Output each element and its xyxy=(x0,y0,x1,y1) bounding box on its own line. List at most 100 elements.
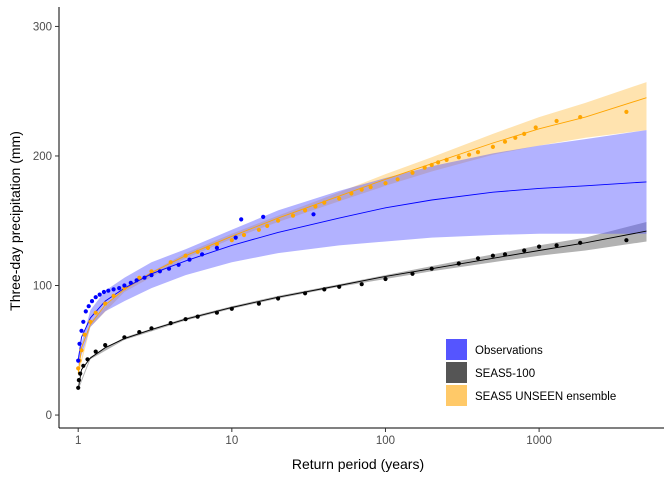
seas5-unseen-ensemble-point xyxy=(303,208,308,213)
seas5-100-point xyxy=(122,335,127,340)
observations-fit-line xyxy=(77,181,647,361)
seas5-unseen-ensemble-point xyxy=(229,238,234,243)
seas5-unseen-ensemble-point xyxy=(395,177,400,182)
seas5-100-point xyxy=(85,357,90,362)
observations-point xyxy=(134,278,139,283)
seas5-100-point xyxy=(554,243,559,248)
seas5-unseen-ensemble-point xyxy=(93,310,98,315)
observations-point xyxy=(149,273,154,278)
seas5-unseen-ensemble-point xyxy=(429,162,434,168)
seas5-unseen-ensemble-point xyxy=(533,125,538,130)
seas5-unseen-ensemble-point xyxy=(475,150,481,155)
data-points xyxy=(76,109,629,390)
seas5-100-band xyxy=(78,222,647,391)
seas5-unseen-ensemble-point xyxy=(322,200,327,205)
seas5-100-point xyxy=(359,282,364,287)
observations-point xyxy=(76,358,81,363)
legend-label-observations: Observations xyxy=(475,345,543,357)
seas5-unseen-ensemble-point xyxy=(183,253,188,258)
seas5-100-point xyxy=(76,378,81,383)
observations-point xyxy=(77,341,82,346)
observations-point xyxy=(81,319,86,324)
seas5-unseen-ensemble-point xyxy=(578,115,583,120)
x-axis-title: Return period (years) xyxy=(292,456,424,472)
seas5-unseen-ensemble-point xyxy=(467,152,472,157)
observations-point xyxy=(233,235,238,240)
seas5-unseen-ensemble-point xyxy=(290,213,296,218)
observations-point xyxy=(187,257,192,262)
x-tick-label: 1 xyxy=(75,435,81,447)
seas5-100-point xyxy=(137,330,142,335)
observations-point xyxy=(261,214,266,219)
legend-key-seas5-unseen-ensemble xyxy=(446,385,467,406)
observations-point xyxy=(166,266,172,271)
seas5-unseen-ensemble-point xyxy=(214,242,219,247)
y-axis-title: Three-day precipitation (mm) xyxy=(7,131,23,311)
confidence-bands xyxy=(78,82,647,391)
seas5-100-point xyxy=(103,343,108,348)
observations-point xyxy=(93,295,98,300)
observations-point xyxy=(214,245,219,250)
seas5-100-point xyxy=(383,276,388,282)
seas5-100-point xyxy=(456,261,461,266)
seas5-100-point xyxy=(502,252,508,257)
seas5-unseen-ensemble-point xyxy=(241,232,247,238)
seas5-100-point xyxy=(183,317,188,322)
observations-point xyxy=(111,287,116,292)
seas5-unseen-ensemble-point xyxy=(313,204,318,209)
seas5-unseen-ensemble-point xyxy=(349,191,354,196)
seas5-100-point xyxy=(93,349,98,354)
seas5-100-point xyxy=(410,271,415,276)
seas5-unseen-ensemble-point xyxy=(149,269,154,274)
seas5-100-point xyxy=(475,256,481,261)
observations-point xyxy=(83,309,88,314)
seas5-unseen-ensemble-point xyxy=(256,227,261,232)
seas5-unseen-ensemble-point xyxy=(513,135,518,140)
x-tick-label: 10 xyxy=(225,435,238,447)
seas5-unseen-ensemble-point xyxy=(502,139,508,144)
seas5-100-point xyxy=(214,310,219,315)
observations-point xyxy=(117,286,122,291)
seas5-100-point xyxy=(168,321,173,326)
seas5-unseen-ensemble-point xyxy=(410,170,415,175)
seas5-unseen-ensemble-point xyxy=(137,275,142,280)
observations-point xyxy=(176,262,181,267)
seas5-100-point xyxy=(337,284,342,289)
seas5-unseen-ensemble-point xyxy=(168,260,173,265)
seas5-100-point xyxy=(78,371,83,376)
seas5-100-point xyxy=(303,291,308,296)
seas5-100-point xyxy=(322,287,327,292)
seas5-unseen-ensemble-point xyxy=(337,196,342,201)
seas5-unseen-ensemble-point xyxy=(79,348,84,353)
observations-point xyxy=(142,275,147,280)
observations-point xyxy=(97,292,102,297)
legend-key-observations xyxy=(446,339,467,360)
x-tick-label: 100 xyxy=(376,435,395,447)
seas5-100-point xyxy=(81,363,86,368)
y-tick-label: 100 xyxy=(33,281,52,293)
seas5-unseen-ensemble-point xyxy=(88,319,93,324)
observations-point xyxy=(79,328,84,333)
observations-point xyxy=(101,289,106,295)
y-tick-label: 200 xyxy=(33,151,52,163)
seas5-100-point xyxy=(256,301,261,306)
observations-point xyxy=(128,280,133,285)
tick-labels: 1 10 100 1000 0 100 200 300 xyxy=(33,21,552,447)
observations-point xyxy=(89,299,95,304)
seas5-100-point xyxy=(578,240,583,245)
seas5-unseen-ensemble-point xyxy=(195,249,200,254)
seas5-unseen-ensemble-point xyxy=(103,301,108,306)
seas5-unseen-ensemble-point xyxy=(111,293,116,298)
observations-point xyxy=(157,269,162,274)
seas5-unseen-ensemble-point xyxy=(554,118,559,124)
seas5-100-point xyxy=(490,253,495,258)
observations-point xyxy=(106,288,111,293)
seas5-100-point xyxy=(429,266,434,271)
seas5-100-point xyxy=(149,326,154,331)
legend-key-seas5-100 xyxy=(446,362,467,383)
seas5-100-point xyxy=(537,244,542,249)
seas5-unseen-ensemble-point xyxy=(444,157,449,162)
observations-point xyxy=(86,304,91,309)
seas5-unseen-ensemble-point xyxy=(436,160,441,165)
y-tick-label: 300 xyxy=(33,21,52,33)
